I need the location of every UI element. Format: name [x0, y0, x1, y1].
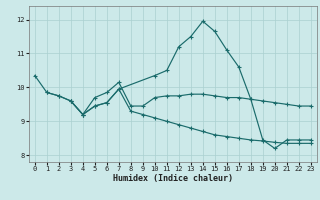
X-axis label: Humidex (Indice chaleur): Humidex (Indice chaleur): [113, 174, 233, 183]
